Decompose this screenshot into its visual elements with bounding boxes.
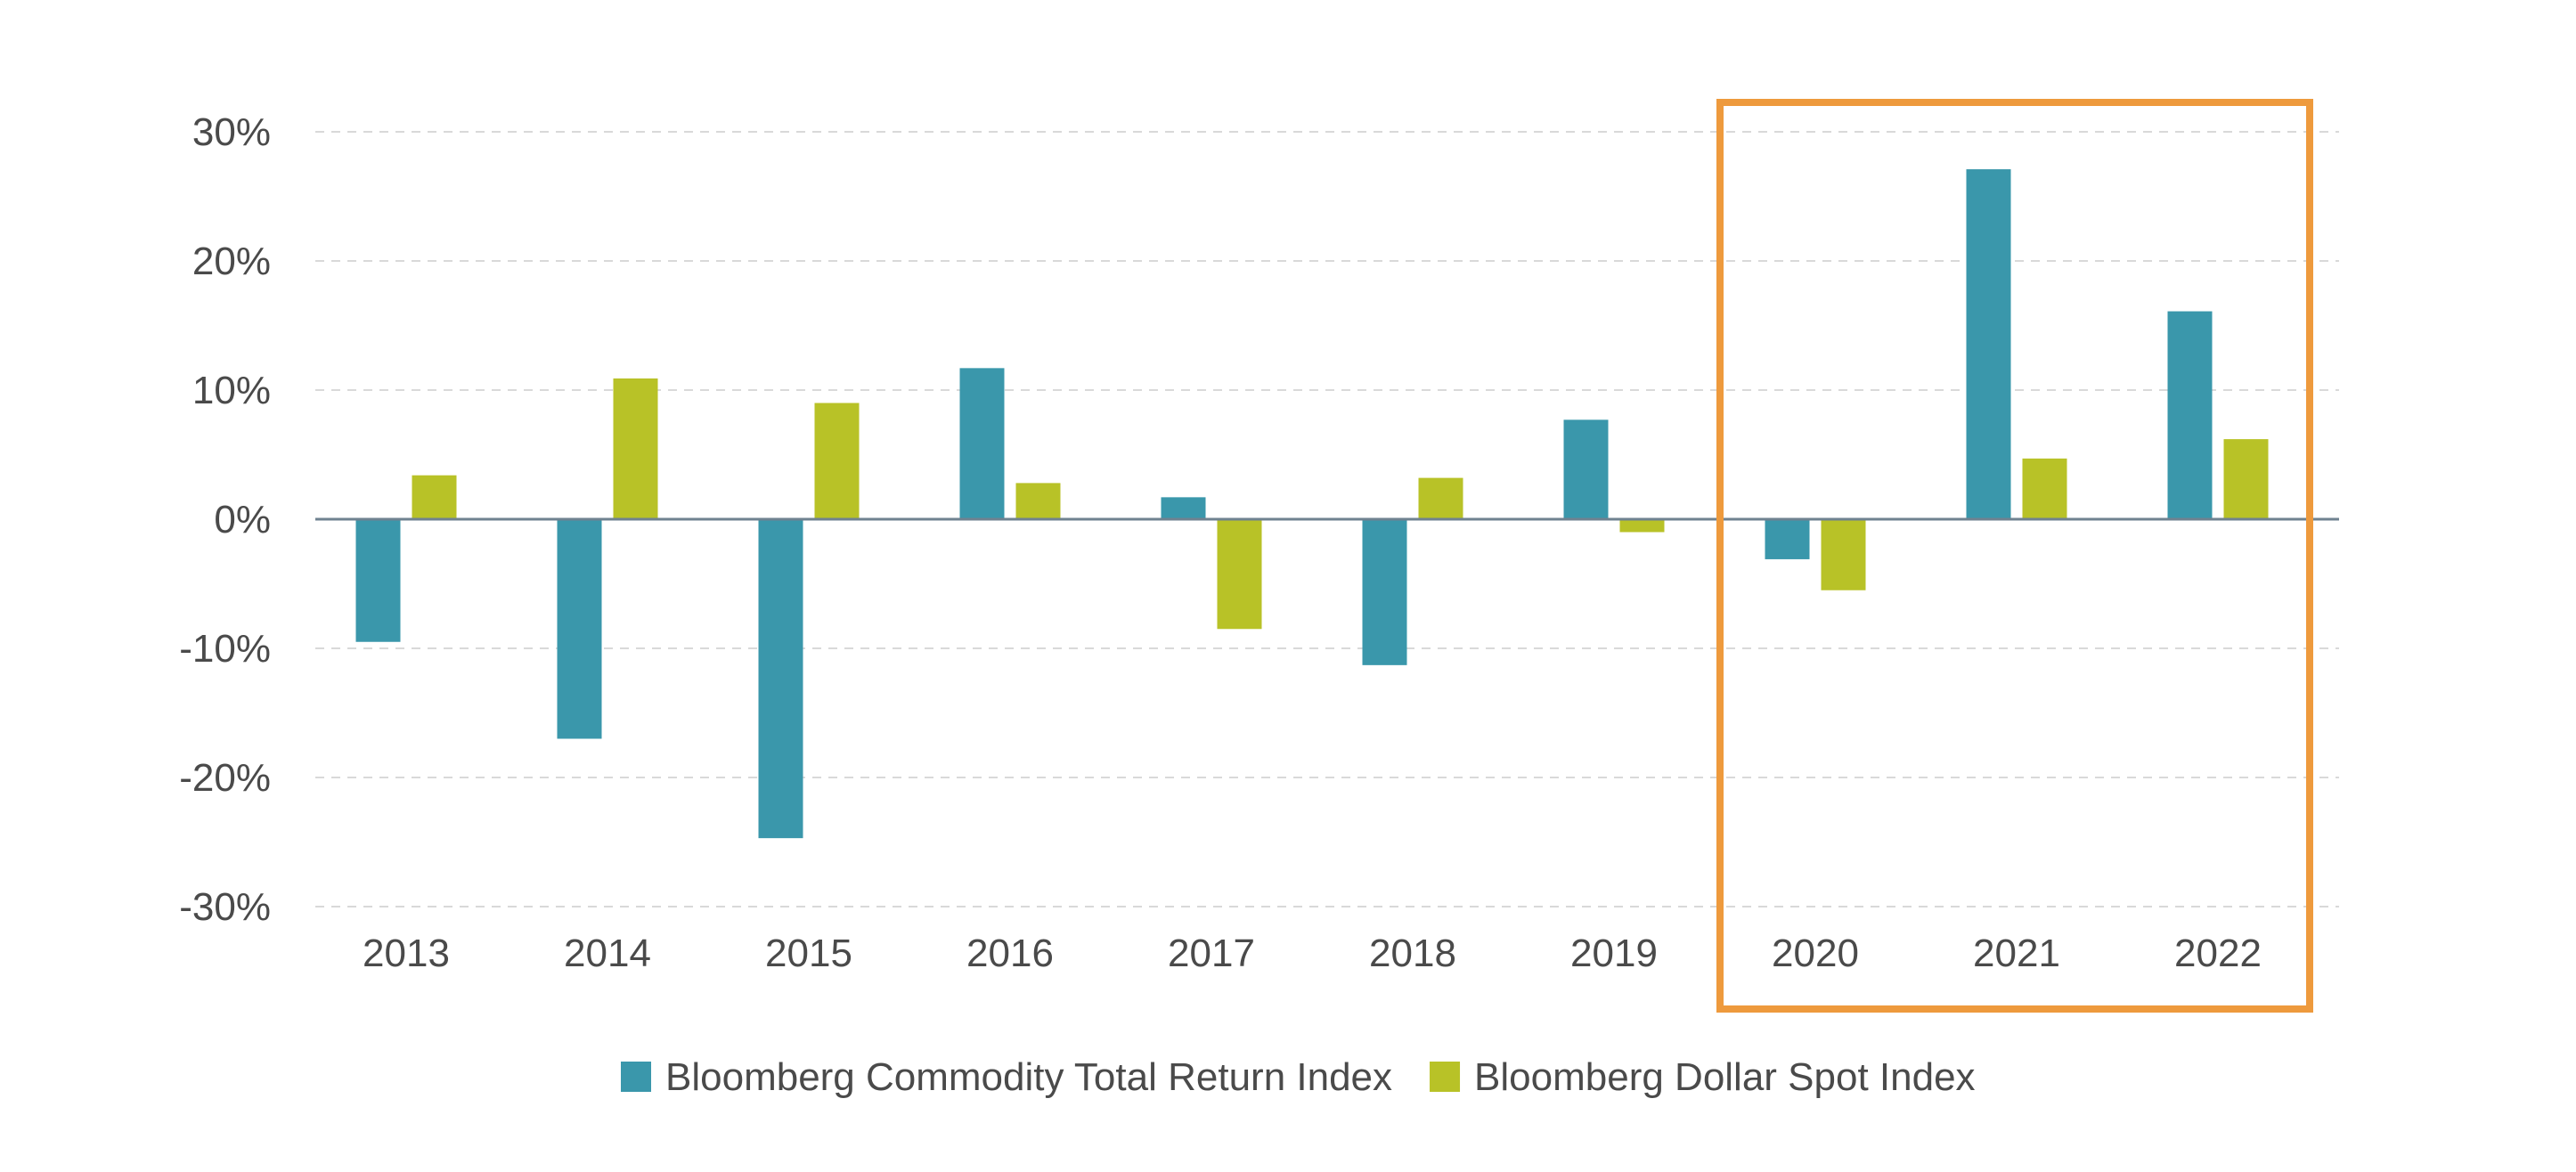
bar bbox=[959, 368, 1005, 519]
bar bbox=[613, 378, 658, 519]
x-tick-label: 2022 bbox=[2174, 932, 2262, 975]
bar bbox=[1418, 477, 1463, 519]
bar bbox=[1015, 483, 1061, 519]
legend: Bloomberg Commodity Total Return Index Bl… bbox=[621, 1055, 1976, 1099]
x-tick-label: 2015 bbox=[765, 932, 852, 975]
bar bbox=[1765, 519, 1810, 559]
bar bbox=[355, 519, 401, 642]
bar bbox=[2022, 458, 2067, 519]
x-tick-label: 2013 bbox=[363, 932, 450, 975]
bar bbox=[2167, 311, 2213, 519]
y-tick-label: 10% bbox=[192, 369, 271, 412]
y-tick-label: -20% bbox=[179, 756, 271, 800]
y-axis-tick-labels: 30% 20% 10% 0% -10% -20% -30% bbox=[179, 110, 271, 929]
bar bbox=[1966, 169, 2011, 520]
x-tick-label: 2014 bbox=[564, 932, 651, 975]
bar bbox=[1619, 519, 1665, 533]
bar bbox=[412, 475, 457, 519]
y-tick-label: 20% bbox=[192, 240, 271, 283]
legend-label: Bloomberg Dollar Spot Index bbox=[1474, 1055, 1976, 1099]
x-tick-label: 2016 bbox=[966, 932, 1054, 975]
y-tick-label: -30% bbox=[179, 885, 271, 929]
bars bbox=[355, 169, 2269, 839]
bar bbox=[814, 403, 860, 519]
bar bbox=[1362, 519, 1407, 665]
x-axis-tick-labels: 2013 2014 2015 2016 2017 2018 2019 2020 2021 2022 bbox=[363, 932, 2262, 975]
legend-label: Bloomberg Commodity Total Return Index bbox=[665, 1055, 1392, 1099]
bar bbox=[557, 519, 602, 739]
highlight-box bbox=[1716, 99, 2313, 1013]
x-tick-label: 2021 bbox=[1973, 932, 2060, 975]
y-tick-label: -10% bbox=[179, 627, 271, 671]
x-tick-label: 2019 bbox=[1570, 932, 1658, 975]
bar bbox=[1161, 497, 1206, 519]
legend-swatch bbox=[621, 1062, 651, 1092]
y-tick-label: 0% bbox=[214, 498, 271, 541]
bar bbox=[1821, 519, 1866, 590]
bar bbox=[2223, 439, 2269, 519]
x-tick-label: 2018 bbox=[1369, 932, 1456, 975]
bar bbox=[1217, 519, 1262, 630]
x-tick-label: 2017 bbox=[1168, 932, 1255, 975]
legend-swatch bbox=[1430, 1062, 1461, 1092]
y-tick-label: 30% bbox=[192, 110, 271, 154]
bar bbox=[758, 519, 803, 839]
bar bbox=[1563, 419, 1609, 519]
x-tick-label: 2020 bbox=[1772, 932, 1859, 975]
